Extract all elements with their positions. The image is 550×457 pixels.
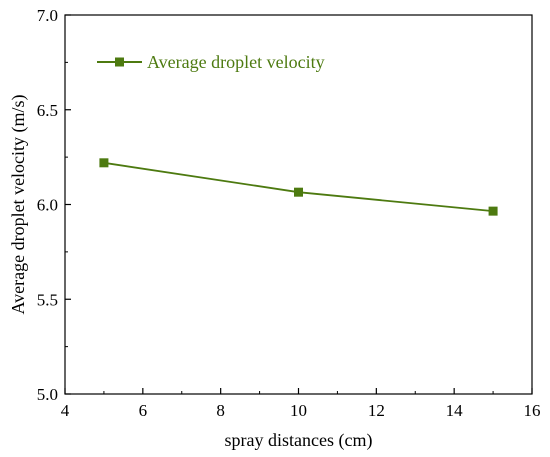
y-tick-label: 6.0 [37, 196, 58, 215]
x-ticks: 4 6 8 10 12 14 16 [61, 388, 541, 420]
legend: Average droplet velocity [97, 52, 325, 72]
y-axis-title: Average droplet velocity (m/s) [8, 94, 29, 314]
x-tick-label: 16 [524, 401, 541, 420]
plot-frame [64, 14, 533, 395]
x-axis-title: spray distances (cm) [225, 430, 373, 451]
y-tick-label: 7.0 [37, 6, 58, 25]
data-point [488, 206, 498, 216]
series-layer [99, 158, 498, 216]
x-tick-label: 10 [290, 401, 307, 420]
x-tick-label: 6 [139, 401, 148, 420]
y-tick-label: 5.5 [37, 290, 58, 309]
data-point [294, 187, 303, 197]
x-tick-label: 8 [216, 401, 225, 420]
legend-marker [115, 57, 124, 67]
y-ticks: 5.0 5.5 6.0 6.5 7.0 [37, 6, 71, 404]
data-point [99, 158, 109, 168]
x-tick-label: 12 [368, 401, 385, 420]
x-tick-label: 4 [61, 401, 70, 420]
series-line [103, 161, 494, 213]
y-tick-label: 6.5 [37, 101, 58, 120]
x-tick-label: 14 [446, 401, 464, 420]
y-tick-label: 5.0 [37, 385, 58, 404]
legend-label: Average droplet velocity [147, 52, 325, 72]
